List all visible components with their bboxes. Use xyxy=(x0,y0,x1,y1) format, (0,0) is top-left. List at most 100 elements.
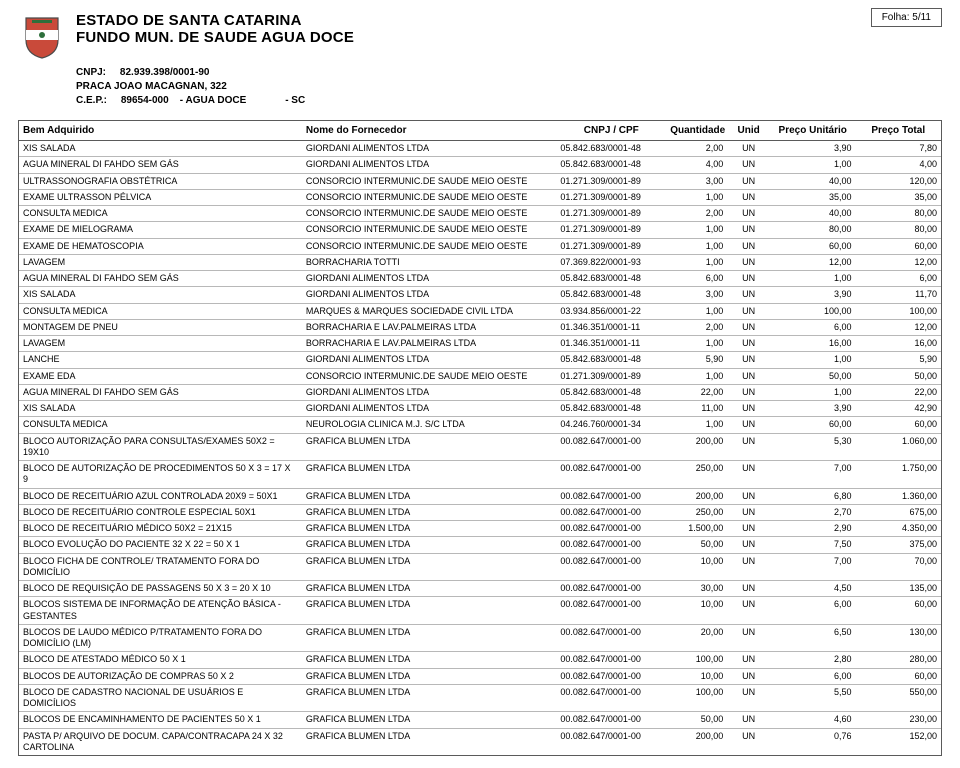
cell: 1,00 xyxy=(770,157,855,173)
table-row: MONTAGEM DE PNEUBORRACHARIA E LAV.PALMEI… xyxy=(19,319,941,335)
cell: 01.271.309/0001-89 xyxy=(556,173,666,189)
cell: CONSULTA MEDICA xyxy=(19,417,302,433)
cell: 60,00 xyxy=(855,238,941,254)
cell: 05.842.683/0001-48 xyxy=(556,352,666,368)
cell: 22,00 xyxy=(666,384,727,400)
table-row: AGUA MINERAL DI FAHDO SEM GÁSGIORDANI AL… xyxy=(19,157,941,173)
cell: 250,00 xyxy=(666,461,727,489)
cell: 100,00 xyxy=(666,652,727,668)
cell: 60,00 xyxy=(855,417,941,433)
col-bem: Bem Adquirido xyxy=(19,121,302,141)
cell: 16,00 xyxy=(770,336,855,352)
cell: UN xyxy=(727,336,770,352)
cell: UN xyxy=(727,222,770,238)
org-info: CNPJ: 82.939.398/0001-90 PRACA JOAO MACA… xyxy=(76,66,942,108)
cell: 12,00 xyxy=(855,254,941,270)
cell: 675,00 xyxy=(855,504,941,520)
cell: UN xyxy=(727,401,770,417)
estado-title: ESTADO DE SANTA CATARINA xyxy=(76,12,354,29)
cell: 35,00 xyxy=(770,189,855,205)
cell: 280,00 xyxy=(855,652,941,668)
cell: 4.350,00 xyxy=(855,521,941,537)
cell: 7,80 xyxy=(855,141,941,157)
cell: 01.346.351/0001-11 xyxy=(556,319,666,335)
cell: 152,00 xyxy=(855,728,941,755)
cell: BLOCOS SISTEMA DE INFORMAÇÃO DE ATENÇÃO … xyxy=(19,597,302,625)
cell: 80,00 xyxy=(855,206,941,222)
table-row: PASTA P/ ARQUIVO DE DOCUM. CAPA/CONTRACA… xyxy=(19,728,941,755)
table-row: LANCHEGIORDANI ALIMENTOS LTDA05.842.683/… xyxy=(19,352,941,368)
cell: 80,00 xyxy=(855,222,941,238)
cell: UN xyxy=(727,287,770,303)
cell: 4,60 xyxy=(770,712,855,728)
cell: 1.360,00 xyxy=(855,488,941,504)
cell: BLOCO DE CADASTRO NACIONAL DE USUÁRIOS E… xyxy=(19,684,302,712)
table-row: CONSULTA MEDICANEUROLOGIA CLINICA M.J. S… xyxy=(19,417,941,433)
cell: 40,00 xyxy=(770,206,855,222)
cell: GRAFICA BLUMEN LTDA xyxy=(302,668,556,684)
cell: 6,50 xyxy=(770,624,855,652)
cell: AGUA MINERAL DI FAHDO SEM GÁS xyxy=(19,271,302,287)
cell: EXAME EDA xyxy=(19,368,302,384)
cell: UN xyxy=(727,504,770,520)
cell: 05.842.683/0001-48 xyxy=(556,157,666,173)
cell: 1,00 xyxy=(666,238,727,254)
cell: 10,00 xyxy=(666,597,727,625)
cell: UN xyxy=(727,597,770,625)
cell: 5,90 xyxy=(855,352,941,368)
cell: 7,00 xyxy=(770,553,855,581)
cell: NEUROLOGIA CLINICA M.J. S/C LTDA xyxy=(302,417,556,433)
table-head: Bem Adquirido Nome do Fornecedor CNPJ / … xyxy=(19,121,941,141)
cell: 60,00 xyxy=(855,668,941,684)
table-wrap: Bem Adquirido Nome do Fornecedor CNPJ / … xyxy=(18,120,942,756)
cell: ULTRASSONOGRAFIA OBSTÉTRICA xyxy=(19,173,302,189)
cell: 6,00 xyxy=(770,597,855,625)
cell: UN xyxy=(727,368,770,384)
cell: PASTA P/ ARQUIVO DE DOCUM. CAPA/CONTRACA… xyxy=(19,728,302,755)
cell: GRAFICA BLUMEN LTDA xyxy=(302,553,556,581)
table-body: XIS SALADAGIORDANI ALIMENTOS LTDA05.842.… xyxy=(19,141,941,756)
data-table: Bem Adquirido Nome do Fornecedor CNPJ / … xyxy=(19,121,941,755)
cell: UN xyxy=(727,384,770,400)
cell: GRAFICA BLUMEN LTDA xyxy=(302,504,556,520)
cell: 200,00 xyxy=(666,433,727,461)
municipio: - AGUA DOCE xyxy=(180,95,246,106)
cell: 6,00 xyxy=(666,271,727,287)
cell: CONSORCIO INTERMUNIC.DE SAUDE MEIO OESTE xyxy=(302,222,556,238)
table-row: BLOCO DE RECEITUÁRIO CONTROLE ESPECIAL 5… xyxy=(19,504,941,520)
cell: 12,00 xyxy=(770,254,855,270)
cell: UN xyxy=(727,157,770,173)
cell: 00.082.647/0001-00 xyxy=(556,488,666,504)
cell: UN xyxy=(727,319,770,335)
cell: UN xyxy=(727,537,770,553)
cell: 2,00 xyxy=(666,206,727,222)
col-fornecedor: Nome do Fornecedor xyxy=(302,121,556,141)
cell: BLOCO DE AUTORIZAÇÃO DE PROCEDIMENTOS 50… xyxy=(19,461,302,489)
uf: - SC xyxy=(285,95,305,106)
cell: CONSORCIO INTERMUNIC.DE SAUDE MEIO OESTE xyxy=(302,189,556,205)
cell: GRAFICA BLUMEN LTDA xyxy=(302,684,556,712)
cell: BORRACHARIA E LAV.PALMEIRAS LTDA xyxy=(302,336,556,352)
cell: GIORDANI ALIMENTOS LTDA xyxy=(302,157,556,173)
cell: 50,00 xyxy=(666,712,727,728)
cell: 00.082.647/0001-00 xyxy=(556,504,666,520)
cep-value: 89654-000 xyxy=(121,95,169,106)
cell: 40,00 xyxy=(770,173,855,189)
table-row: EXAME EDACONSORCIO INTERMUNIC.DE SAUDE M… xyxy=(19,368,941,384)
cell: 10,00 xyxy=(666,553,727,581)
table-row: BLOCOS DE AUTORIZAÇÃO DE COMPRAS 50 X 2G… xyxy=(19,668,941,684)
cell: BORRACHARIA TOTTI xyxy=(302,254,556,270)
cell: 42,90 xyxy=(855,401,941,417)
cell: BLOCO DE RECEITUÁRIO CONTROLE ESPECIAL 5… xyxy=(19,504,302,520)
cell: 3,90 xyxy=(770,401,855,417)
cell: 00.082.647/0001-00 xyxy=(556,684,666,712)
col-qtd: Quantidade xyxy=(666,121,727,141)
cell: 1,00 xyxy=(666,417,727,433)
table-row: BLOCO DE RECEITUÁRIO AZUL CONTROLADA 20X… xyxy=(19,488,941,504)
cell: 1.060,00 xyxy=(855,433,941,461)
cell: 11,70 xyxy=(855,287,941,303)
cell: XIS SALADA xyxy=(19,141,302,157)
cell: CONSULTA MEDICA xyxy=(19,303,302,319)
cell: GIORDANI ALIMENTOS LTDA xyxy=(302,384,556,400)
table-row: XIS SALADAGIORDANI ALIMENTOS LTDA05.842.… xyxy=(19,141,941,157)
